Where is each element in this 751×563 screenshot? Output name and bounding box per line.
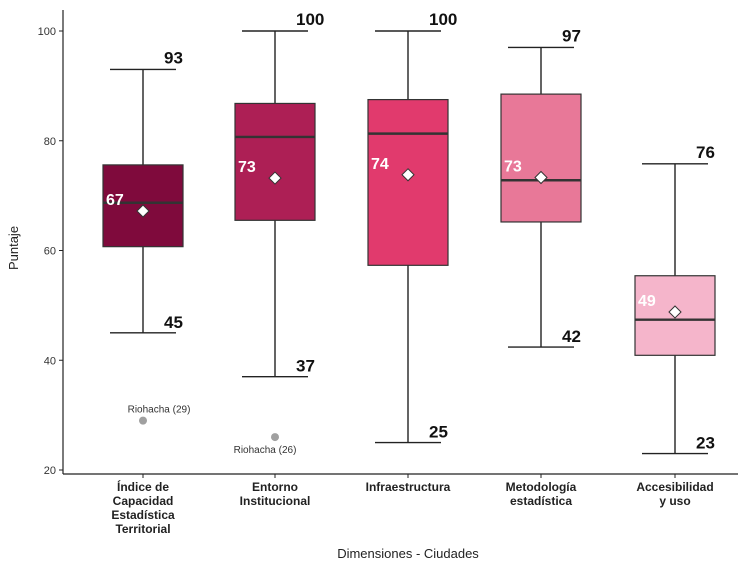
y-tick-label: 40 <box>44 355 56 367</box>
y-tick-label: 100 <box>38 26 56 38</box>
box <box>500 93 582 223</box>
low-label: 42 <box>562 327 581 346</box>
high-label: 76 <box>696 143 715 162</box>
category-label: Capacidad <box>113 494 174 508</box>
category-label: Infraestructura <box>366 480 451 494</box>
mean-label: 74 <box>371 156 389 173</box>
box <box>367 98 449 266</box>
y-tick-label: 80 <box>44 136 56 148</box>
mean-marker <box>534 170 548 185</box>
category-label: Institucional <box>240 494 311 508</box>
mean-marker <box>401 168 415 182</box>
low-label: 25 <box>429 423 448 442</box>
low-label: 23 <box>696 434 715 453</box>
category-label: estadística <box>510 494 572 508</box>
mean-label: 49 <box>638 293 656 310</box>
outlier-label: Riohacha (29) <box>128 405 191 416</box>
boxes <box>102 30 716 455</box>
high-label: 100 <box>429 10 457 29</box>
category-label: Índice de <box>117 479 169 494</box>
outlier-point <box>139 416 147 425</box>
y-axis-title: Puntaje <box>6 226 21 270</box>
mean-marker <box>136 204 150 218</box>
category-label: Territorial <box>115 522 170 536</box>
y-tick-label: 20 <box>44 465 56 477</box>
high-label: 100 <box>296 10 324 29</box>
category-label: y uso <box>659 494 690 508</box>
category-label: Entorno <box>252 480 298 494</box>
labels: 67 93 45 Riohacha (29) 73 100 37 Riohacha (26) 7… <box>106 10 715 456</box>
axes: 20 40 60 80 100 Índice deCapacidadEstadística… <box>38 10 738 536</box>
category-label: Accesibilidad <box>636 480 713 494</box>
mean-label: 73 <box>504 159 522 176</box>
mean-label: 73 <box>238 159 256 176</box>
low-label: 37 <box>296 357 315 376</box>
category-label: Metodología <box>506 480 577 494</box>
x-axis-title: Dimensiones - Ciudades <box>337 546 479 561</box>
low-label: 45 <box>164 313 183 332</box>
mean-marker <box>668 305 682 319</box>
mean-label: 67 <box>106 192 124 209</box>
high-label: 93 <box>164 48 183 67</box>
high-label: 97 <box>562 26 581 45</box>
y-tick-label: 60 <box>44 246 56 258</box>
outlier-point <box>271 433 279 442</box>
box <box>234 102 316 221</box>
outlier-label: Riohacha (26) <box>234 445 297 456</box>
category-label: Estadística <box>111 508 175 522</box>
mean-marker <box>268 171 282 185</box>
